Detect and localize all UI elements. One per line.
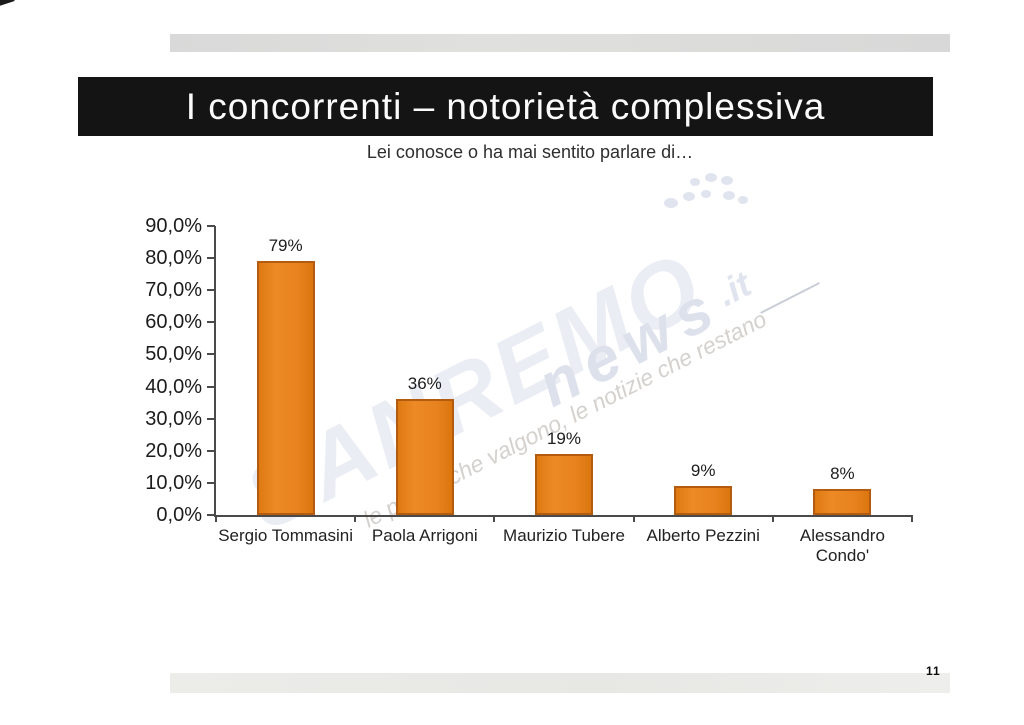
y-tick-mark [207, 481, 215, 484]
y-tick-label: 40,0% [145, 375, 202, 398]
y-tick-label: 70,0% [145, 279, 202, 302]
scan-bar-bottom [170, 673, 950, 693]
page-title: I concorrenti – notorietà complessiva [185, 85, 826, 127]
y-tick-mark [207, 225, 215, 227]
bar-value-label: 36% [407, 374, 442, 393]
y-tick-mark [207, 353, 215, 356]
bar-value-label: 19% [546, 429, 581, 448]
bar [535, 454, 593, 515]
y-tick-mark [207, 417, 215, 420]
y-tick-mark [207, 514, 215, 516]
page-subtitle: Lei conosce o ha mai sentito parlare di… [366, 142, 694, 162]
x-category-label-line: Sergio Tommasini [218, 526, 353, 545]
bar-value-label: 79% [268, 236, 303, 255]
y-tick-mark [207, 289, 215, 292]
page-number: 11 [926, 664, 941, 678]
x-category-label: Alberto Pezzini [626, 526, 781, 546]
scan-bar-top [170, 34, 950, 52]
x-tick-mark [911, 515, 913, 522]
bar [813, 489, 872, 515]
x-category-label-line: Condo' [815, 546, 870, 565]
x-tick-mark [354, 515, 357, 522]
y-tick-mark [207, 449, 215, 452]
x-tick-mark [493, 515, 496, 522]
bar [674, 486, 733, 515]
x-tick-mark [215, 515, 217, 522]
bar [256, 261, 315, 515]
y-tick-label: 30,0% [145, 407, 202, 430]
y-tick-label: 90,0% [145, 215, 202, 237]
y-axis [214, 226, 216, 517]
x-category-label: Paola Arrigoni [347, 526, 502, 546]
x-category-label-line: Maurizio Tubere [503, 526, 625, 545]
y-tick-label: 80,0% [145, 247, 202, 270]
x-category-label-line: Alberto Pezzini [646, 526, 760, 545]
x-category-label-line: Alessandro [799, 526, 885, 545]
bar-value-label: 8% [830, 464, 855, 483]
x-category-label-line: Paola Arrigoni [371, 526, 478, 545]
title-banner: I concorrenti – notorietà complessiva [78, 77, 933, 136]
x-axis [214, 515, 912, 517]
x-category-label: Sergio Tommasini [208, 526, 363, 546]
x-tick-mark [771, 515, 774, 522]
x-tick-mark [632, 515, 635, 522]
y-tick-label: 50,0% [145, 343, 202, 366]
y-tick-mark [207, 321, 215, 324]
bar-value-label: 9% [690, 461, 716, 480]
x-category-label: Alessandro Condo' [765, 526, 920, 566]
bar [395, 399, 454, 515]
y-tick-mark [207, 385, 215, 388]
y-tick-label: 20,0% [145, 439, 202, 462]
y-tick-label: 60,0% [145, 311, 202, 334]
y-tick-mark [207, 257, 215, 260]
y-tick-label: 10,0% [145, 471, 202, 494]
x-category-label: Maurizio Tubere [486, 526, 641, 546]
y-tick-label: 0,0% [156, 504, 202, 526]
